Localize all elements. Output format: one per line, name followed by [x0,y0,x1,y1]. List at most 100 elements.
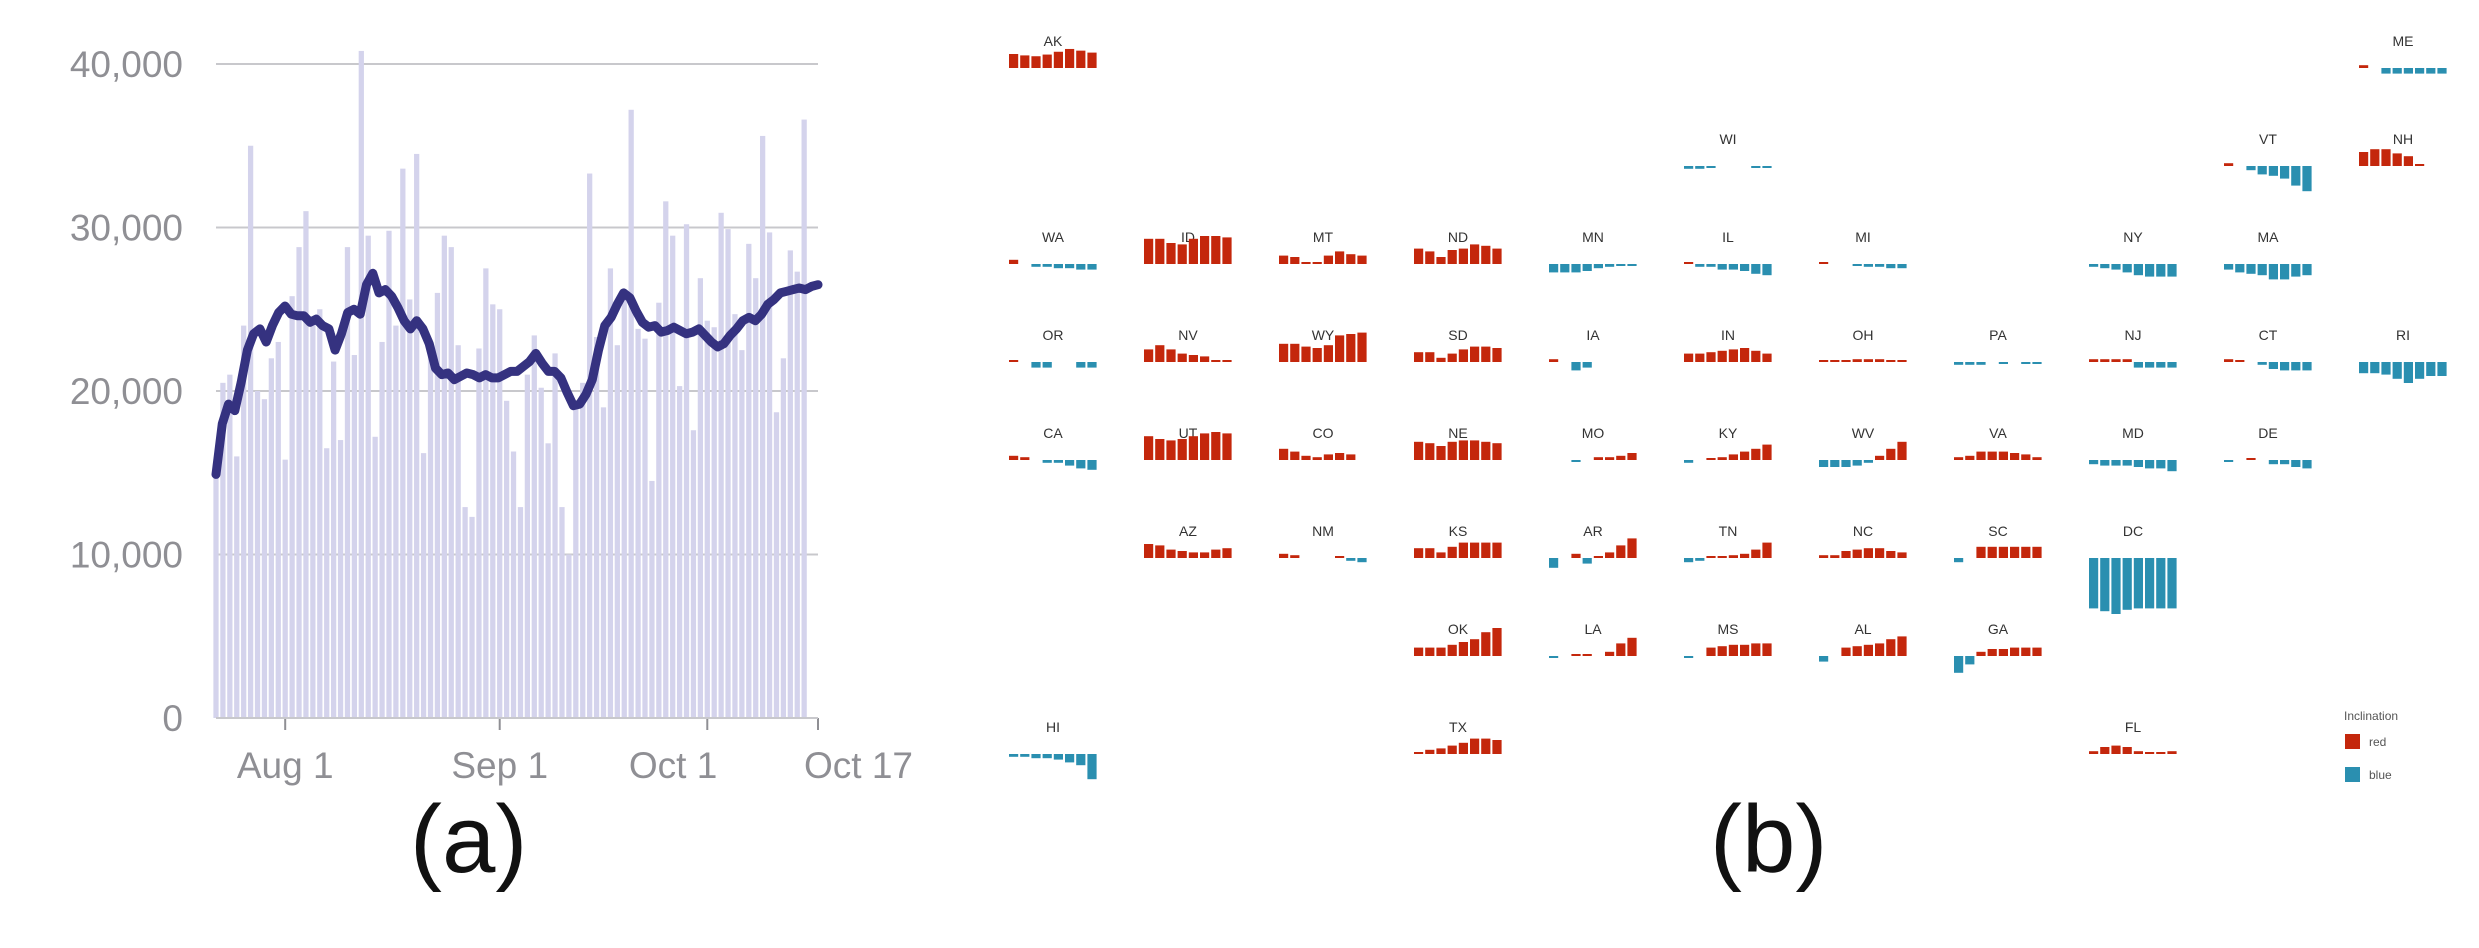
state-bar-md [2122,460,2132,466]
daily-bar [628,109,634,718]
state-label-wv: WV [1852,425,1875,441]
daily-bar [587,173,593,719]
state-bar-nh [2370,149,2380,166]
daily-bar [773,412,780,718]
daily-bar [254,391,261,718]
state-bar-co [1335,453,1345,460]
state-bar-nj [2111,359,2121,362]
state-bar-wy [1301,346,1311,362]
daily-bar [559,507,565,718]
state-bar-nv [1188,355,1198,362]
state-bar-co [1312,457,1322,460]
state-bar-wi [1695,166,1705,169]
state-bar-ga [1954,656,1964,673]
daily-bar [683,224,690,719]
daily-bar [365,235,371,719]
state-bar-nm [1335,556,1345,558]
daily-bar [317,309,323,718]
state-bar-sc [1987,546,1997,558]
state-bar-md [2111,460,2121,466]
state-bar-dc [2156,558,2166,609]
state-bar-nj [2145,362,2155,368]
daily-bar [483,268,489,718]
state-label-ca: CA [1043,425,1063,441]
state-bar-in [1762,353,1772,362]
state-bar-sd [1481,346,1491,362]
state-bar-nd [1470,244,1480,264]
state-bar-hi [1087,754,1097,780]
state-bar-ga [1987,649,1997,656]
state-bar-mt [1312,262,1322,264]
state-bar-nd [1425,251,1435,264]
state-bar-az [1200,552,1210,558]
state-bar-nm [1357,558,1367,563]
state-bar-ak [1009,54,1019,68]
state-label-mn: MN [1582,229,1604,245]
state-bar-mt [1279,255,1289,264]
state-bar-az [1188,552,1198,558]
state-bar-ny [2145,264,2155,277]
state-bar-al [1875,643,1885,656]
daily-bar [310,317,316,718]
state-bar-nj [2100,359,2110,362]
daily-bar [379,341,385,718]
state-bar-sd [1414,352,1424,362]
state-label-ct: CT [2259,327,2278,343]
state-bar-sd [1425,352,1435,362]
state-bar-nv [1166,349,1176,362]
state-bar-ri [2370,362,2380,374]
state-bar-oh [1897,360,1907,362]
state-bar-az [1166,549,1176,558]
state-bar-sd [1492,348,1502,362]
state-bar-tx [1436,748,1446,754]
daily-bar [649,480,655,718]
state-bar-wa [1042,264,1052,267]
state-bar-vt [2291,166,2301,186]
state-bar-mt [1301,262,1311,264]
state-bar-or [1087,362,1097,368]
state-bar-ia [1571,362,1581,371]
state-bar-ky [1728,454,1738,460]
state-bar-al [1886,639,1896,656]
state-bar-ok [1425,647,1435,656]
daily-bar [697,278,703,718]
state-bar-ks [1492,542,1502,558]
daily-bar [303,211,309,718]
state-label-ia: IA [1586,327,1600,343]
state-bar-tn [1717,556,1727,558]
state-bar-la [1549,656,1559,658]
state-bar-wa [1031,264,1041,267]
state-label-az: AZ [1179,523,1197,539]
state-label-la: LA [1584,621,1602,637]
daily-bar [607,268,614,718]
state-bar-pa [1998,362,2008,364]
state-bar-fl [2156,752,2166,754]
state-bar-ok [1447,644,1457,656]
state-bar-ky [1762,444,1772,460]
state-label-hi: HI [1046,719,1060,735]
daily-bar [787,250,793,718]
state-label-nj: NJ [2124,327,2141,343]
daily-bar [372,436,378,718]
daily-bar [247,145,254,718]
state-bar-dc [2133,558,2143,609]
state-label-mt: MT [1313,229,1334,245]
state-bar-de [2268,460,2278,465]
state-bar-mn [1593,264,1603,269]
daily-bar [414,153,420,719]
state-bar-ak [1020,55,1030,68]
state-bar-va [2021,454,2031,460]
state-bar-de [2246,458,2256,460]
state-bar-me [2426,68,2436,74]
state-bar-al [1819,656,1829,662]
state-bar-tx [1470,738,1480,754]
state-bar-me [2415,68,2425,74]
state-bar-tx [1447,745,1457,754]
state-bar-mo [1616,455,1626,460]
state-bar-ks [1470,542,1480,558]
state-bar-tn [1684,558,1694,563]
state-bar-ne [1458,440,1468,460]
daily-bar [503,400,510,718]
y-tick-label: 10,000 [70,535,183,576]
state-bar-pa [2032,362,2042,364]
